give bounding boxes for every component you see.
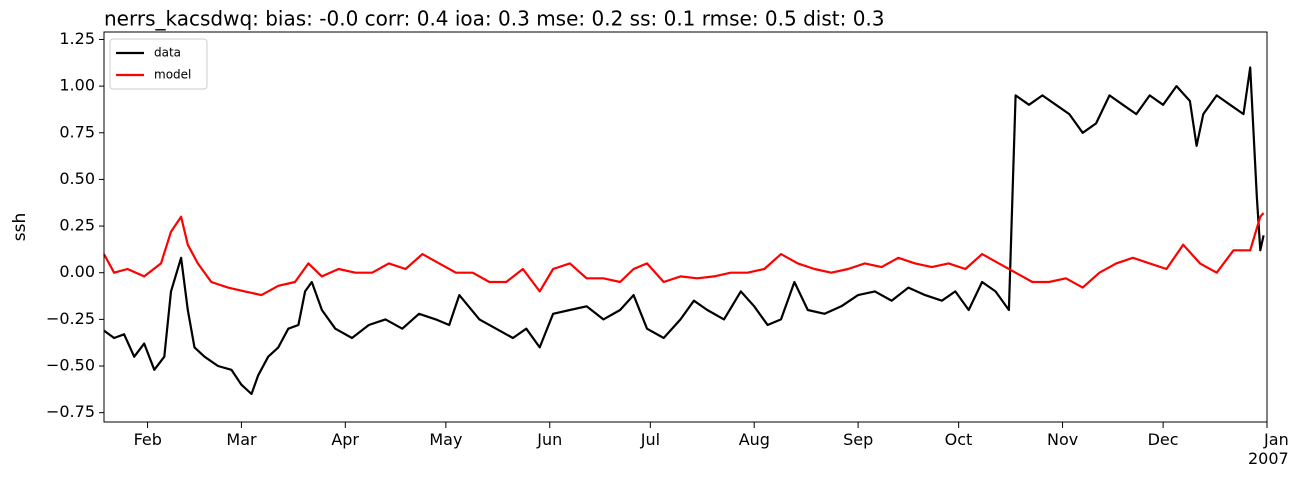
- plot-frame: [103, 31, 1268, 423]
- legend: data model: [109, 38, 208, 90]
- x-tick-label: Jun: [537, 430, 563, 449]
- y-tick-label: 1.00: [59, 76, 95, 95]
- x-tick-label: Apr: [331, 430, 359, 449]
- x-tick-label: Dec: [1147, 430, 1179, 449]
- data-line: [103, 66, 1265, 396]
- y-tick-label: 0.50: [59, 169, 95, 188]
- x-tick-label: Aug: [738, 430, 770, 449]
- y-tick-label: −0.25: [46, 309, 95, 328]
- x-tick-label: May: [429, 430, 463, 449]
- chart-title: nerrs_kacsdwq: bias: -0.0 corr: 0.4 ioa:…: [104, 7, 885, 31]
- x-tick-label: Sep: [843, 430, 874, 449]
- y-tick-label: 1.25: [59, 29, 95, 48]
- y-axis-label: ssh: [10, 213, 30, 242]
- y-tick-label: −0.75: [46, 402, 95, 421]
- x-tick-label: Jan 2007: [1248, 430, 1289, 468]
- data-line: [103, 212, 1265, 297]
- legend-label: data: [154, 46, 181, 60]
- x-tick-label: Mar: [226, 430, 257, 449]
- x-tick-label: Nov: [1047, 430, 1079, 449]
- y-tick-label: 0.00: [59, 262, 95, 281]
- legend-label: model: [154, 68, 191, 82]
- x-tick-label: Jul: [640, 430, 661, 449]
- x-tick-label: Feb: [133, 430, 162, 449]
- y-tick-label: 0.75: [59, 122, 95, 141]
- legend-box: [109, 38, 208, 90]
- x-tick-label: Oct: [944, 430, 973, 449]
- y-tick-label: −0.50: [46, 356, 95, 375]
- y-tick-label: 0.25: [59, 216, 95, 235]
